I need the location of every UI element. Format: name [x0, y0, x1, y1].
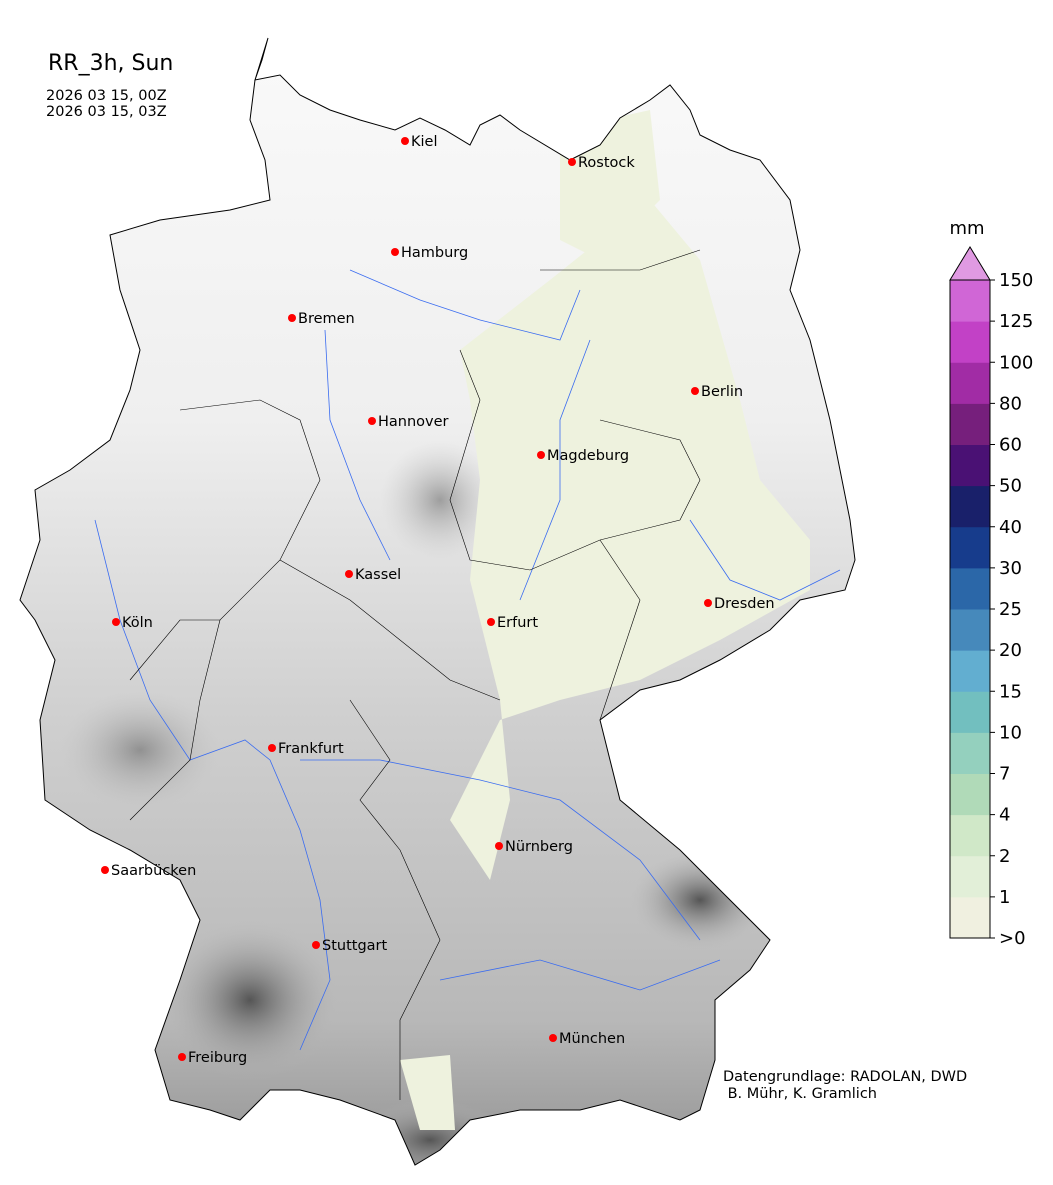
colorbar-tick-label: 10: [999, 722, 1022, 743]
state-borders: [129, 249, 701, 1100]
city-köln: Köln: [112, 615, 153, 631]
city-hamburg: Hamburg: [391, 245, 468, 261]
city-rostock: Rostock: [568, 155, 635, 171]
city-frankfurt: Frankfurt: [268, 741, 344, 757]
colorbar-tick-label: 1: [999, 887, 1010, 908]
city-label: Hannover: [378, 414, 449, 430]
city-marker: [101, 866, 109, 874]
city-saarbücken: Saarbücken: [101, 863, 196, 879]
city-stuttgart: Stuttgart: [312, 938, 388, 954]
city-marker: [691, 387, 699, 395]
city-magdeburg: Magdeburg: [537, 448, 629, 464]
city-label: Bremen: [298, 311, 355, 327]
colorbar-extend-arrow: [949, 246, 991, 281]
credit-authors: B. Mühr, K. Gramlich: [723, 1086, 877, 1102]
colorbar-tick-label: 4: [999, 805, 1010, 826]
city-label: Köln: [122, 615, 153, 631]
city-marker: [112, 618, 120, 626]
city-marker: [312, 941, 320, 949]
colorbar-tick-label: 2: [999, 846, 1010, 867]
colorbar-segment: [950, 567, 990, 610]
city-erfurt: Erfurt: [487, 615, 538, 631]
colorbar-segment: [950, 855, 990, 898]
colorbar-segment: [950, 362, 990, 404]
time-end: 2026 03 15, 03Z: [46, 104, 167, 120]
map-title: RR_3h, Sun: [48, 51, 174, 76]
colorbar-tick-label: 15: [999, 681, 1022, 702]
city-label: Nürnberg: [505, 839, 573, 855]
colorbar-segment: [950, 485, 990, 528]
city-freiburg: Freiburg: [178, 1050, 247, 1066]
colorbar-tick-label: 150: [999, 270, 1033, 291]
city-marker: [178, 1053, 186, 1061]
city-marker: [568, 158, 576, 166]
colorbar-segment: [950, 773, 990, 816]
city-marker: [345, 570, 353, 578]
colorbar-segment: [950, 444, 990, 487]
city-marker: [288, 314, 296, 322]
city-marker: [401, 137, 409, 145]
city-label: Berlin: [701, 384, 743, 400]
city-nürnberg: Nürnberg: [495, 839, 573, 855]
colorbar-segment: [950, 650, 990, 692]
colorbar-tick-label: >0: [999, 928, 1026, 949]
city-marker: [368, 417, 376, 425]
city-hannover: Hannover: [368, 414, 449, 430]
city-kiel: Kiel: [401, 134, 438, 150]
city-marker: [704, 599, 712, 607]
city-marker: [487, 618, 495, 626]
colorbar-segment: [950, 691, 990, 733]
city-label: Saarbücken: [111, 863, 196, 879]
city-marker: [495, 842, 503, 850]
city-label: Stuttgart: [322, 938, 388, 954]
colorbar-segment: [950, 321, 990, 363]
city-münchen: München: [549, 1031, 625, 1047]
city-dresden: Dresden: [704, 596, 775, 612]
precipitation-area: [450, 200, 810, 880]
city-label: Rostock: [578, 155, 635, 171]
time-start: 2026 03 15, 00Z: [46, 88, 167, 104]
city-kassel: Kassel: [345, 567, 401, 583]
city-label: München: [559, 1031, 625, 1047]
colorbar-tick-label: 40: [999, 517, 1022, 538]
colorbar-segment: [950, 814, 990, 857]
city-marker: [549, 1034, 557, 1042]
colorbar-segment: [950, 403, 990, 445]
colorbar-tick-label: 100: [999, 352, 1033, 373]
colorbar-tick-label: 80: [999, 393, 1022, 414]
city-label: Kiel: [411, 134, 438, 150]
city-label: Hamburg: [401, 245, 468, 261]
city-marker: [537, 451, 545, 459]
colorbar-segment: [950, 732, 990, 774]
credit-source: Datengrundlage: RADOLAN, DWD: [723, 1069, 968, 1085]
colorbar-tick-label: 30: [999, 558, 1022, 579]
colorbar-tick-label: 60: [999, 435, 1022, 456]
colorbar-tick-label: 25: [999, 599, 1022, 620]
city-marker: [268, 744, 276, 752]
city-berlin: Berlin: [691, 384, 743, 400]
colorbar-tick-label: 125: [999, 311, 1033, 332]
colorbar-unit: mm: [949, 218, 984, 239]
city-label: Freiburg: [188, 1050, 247, 1066]
colorbar: mm >0 1 2 4 7 10 15 20 25 30 40 50 60 80 100 125 150: [949, 218, 1033, 949]
city-label: Erfurt: [497, 615, 538, 631]
colorbar-segment: [950, 896, 990, 939]
rivers: [94, 269, 841, 1051]
city-marker: [391, 248, 399, 256]
colorbar-segment: [950, 609, 990, 651]
city-bremen: Bremen: [288, 311, 355, 327]
city-label: Frankfurt: [278, 741, 344, 757]
colorbar-tick-label: 50: [999, 476, 1022, 497]
colorbar-tick-label: 20: [999, 640, 1022, 661]
city-label: Kassel: [355, 567, 401, 583]
colorbar-segment: [950, 280, 990, 322]
colorbar-segment: [950, 526, 990, 569]
city-label: Dresden: [714, 596, 775, 612]
colorbar-tick-label: 7: [999, 764, 1010, 785]
city-label: Magdeburg: [547, 448, 629, 464]
